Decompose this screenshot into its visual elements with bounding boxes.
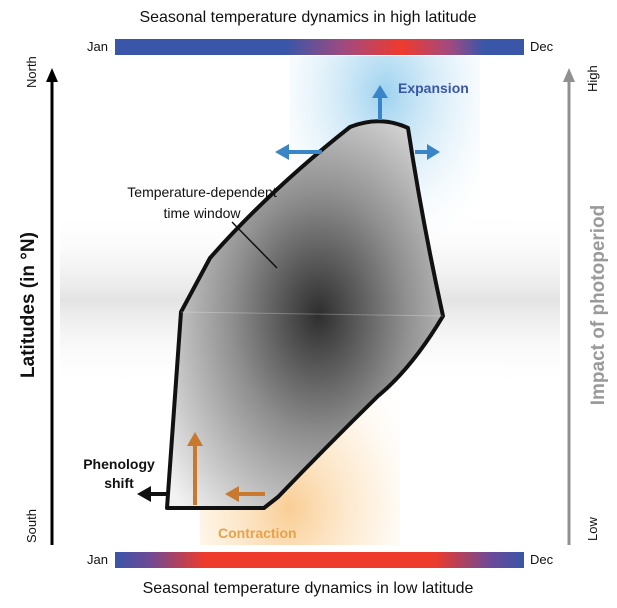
phenology-arrow-head: [137, 486, 151, 502]
phenology-label-line1: Phenology: [83, 456, 155, 472]
expansion-label: Expansion: [398, 80, 469, 96]
top-bar-start-label: Jan: [87, 39, 108, 54]
expansion-up-arrow-head: [372, 85, 388, 98]
top-title: Seasonal temperature dynamics in high la…: [139, 9, 476, 26]
latitude-axis-title: Latitudes (in °N): [18, 232, 39, 378]
window-label-line1: Temperature-dependent: [127, 184, 277, 200]
bottom-bar-start-label: Jan: [87, 552, 108, 567]
contraction-left-arrow-head: [225, 486, 239, 502]
window-callout-line: [231, 221, 278, 269]
photoperiod-axis-title: Impact of photoperiod: [588, 205, 609, 406]
phenology-label-line2: shift: [104, 475, 134, 491]
bottom-title: Seasonal temperature dynamics in low lat…: [143, 580, 474, 597]
photoperiod-axis-bottom-label: Low: [585, 517, 600, 541]
latitude-axis-arrowhead: [46, 68, 58, 82]
window-label-line2: time window: [163, 205, 241, 221]
shape-mid-line: [180, 311, 444, 317]
bottom-temperature-bar: [115, 552, 524, 568]
temperature-time-window-shape: [165, 119, 445, 510]
contraction-label: Contraction: [218, 525, 297, 541]
expansion-left-arrow-head: [275, 144, 289, 160]
photoperiod-axis-top-label: High: [585, 65, 600, 92]
bottom-bar-end-label: Dec: [530, 552, 554, 567]
top-bar-end-label: Dec: [530, 39, 554, 54]
latitude-axis-top-label: North: [24, 56, 39, 88]
contraction-up-arrow-head: [187, 432, 203, 446]
photoperiod-axis-arrowhead: [563, 68, 575, 82]
expansion-right-arrow-head: [427, 144, 440, 160]
top-temperature-bar: [115, 39, 524, 55]
latitude-axis-bottom-label: South: [24, 509, 39, 543]
